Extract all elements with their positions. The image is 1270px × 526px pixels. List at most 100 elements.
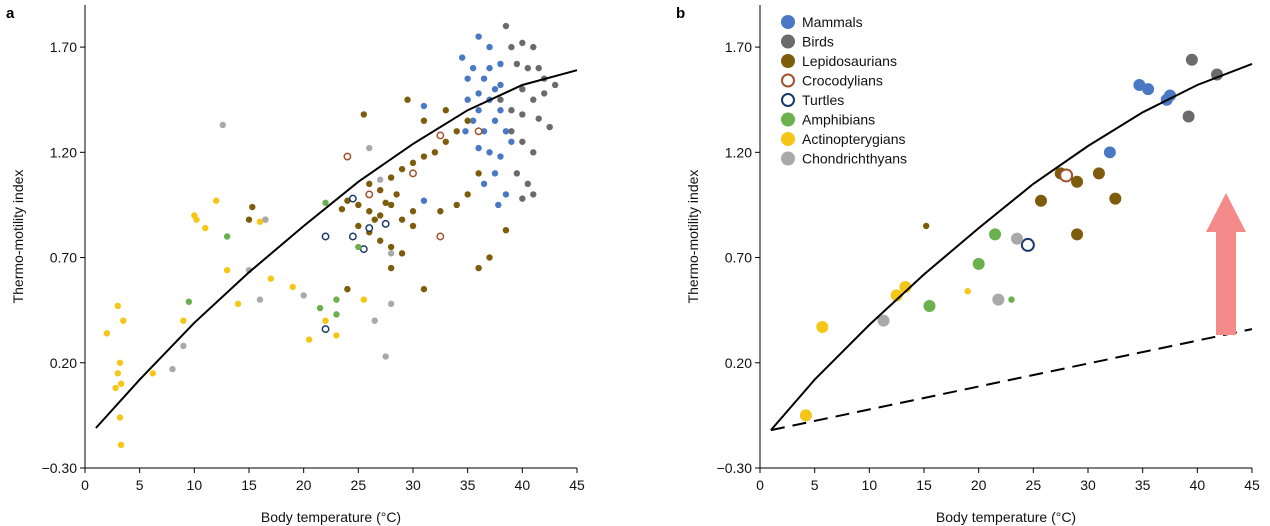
data-point [437,208,444,215]
data-point [508,43,515,51]
x-axis-title: Body temperature (°C) [261,509,401,525]
x-tick-label: 40 [1190,477,1206,493]
data-point [497,96,504,103]
panel-b-letter: b [676,5,685,22]
legend: Mammals Birds Lepidosaurians Crocodylians Tu… [781,14,907,167]
data-point [486,254,493,261]
data-point [480,75,488,82]
data-point [530,191,537,198]
x-axis-title: Body temperature (°C) [936,509,1076,525]
legend-label: Actinopterygians [802,131,906,147]
data-point [486,43,493,51]
y-tick-label: 1.20 [50,144,77,160]
data-point [103,330,111,337]
data-point [387,243,395,251]
data-point [223,266,231,274]
data-point [338,205,346,213]
data-point [530,149,537,156]
data-point [495,201,502,209]
data-point [436,131,445,140]
data-point [513,60,521,68]
data-point [519,195,526,202]
data-point [524,180,531,188]
data-point [464,96,471,103]
data-point [321,232,330,241]
data-point [464,117,471,124]
data-point [387,174,395,181]
data-point [120,317,127,324]
x-tick-label: 10 [187,477,203,493]
data-point [387,300,395,308]
y-tick-label: 0.20 [725,355,752,371]
data-point [420,117,428,124]
x-tick-label: 10 [862,477,878,493]
data-point [223,233,231,240]
data-point [1020,237,1035,252]
data-point [535,115,542,122]
data-point [799,409,812,422]
data-point [475,170,482,177]
data-point [497,81,504,89]
fit-curve [95,69,578,429]
data-point [486,149,493,156]
data-point [333,311,340,318]
legend-marker [781,132,795,146]
x-tick-label: 20 [296,477,312,493]
x-tick-label: 35 [1135,477,1151,493]
data-point [322,199,329,207]
data-point [365,190,374,199]
data-point [502,226,510,234]
data-point [377,176,384,183]
data-point [459,54,466,61]
data-point [464,75,471,82]
data-point [387,264,395,272]
data-point [249,203,256,211]
data-point [469,64,477,72]
data-point [502,191,510,198]
data-point [442,107,449,114]
data-point [202,224,209,232]
x-tick-label: 20 [971,477,987,493]
y-tick-label: 0.20 [50,355,77,371]
x-tick-label: 0 [81,477,89,493]
data-point [1109,192,1122,205]
x-tick-label: 45 [1244,477,1260,493]
panel-b: b 0 5 10 15 20 25 30 35 40 45 −0.30 0.20 0.70 1.20 1.7… [676,5,1260,525]
data-point [219,121,226,129]
data-point [436,232,445,241]
legend-marker [781,15,795,29]
y-tick-label: 1.20 [725,144,752,160]
data-point [491,85,499,93]
data-point [409,222,417,230]
data-point [213,197,220,204]
data-point [387,250,395,257]
x-tick-label: 25 [351,477,367,493]
legend-marker [781,112,795,127]
data-point [382,353,389,360]
data-point [992,293,1005,306]
data-point [348,194,357,203]
x-tick-label: 45 [569,477,585,493]
data-point [1185,53,1198,66]
data-point [462,128,469,135]
legend-marker [781,34,795,49]
legend-label: Crocodylians [802,73,883,89]
data-point [409,169,417,178]
data-point [185,298,193,305]
data-point [469,117,477,124]
data-point [360,111,367,118]
data-point [398,165,406,173]
data-point [117,380,125,388]
legend-label: Turtles [802,92,844,108]
data-point [1182,110,1195,123]
legend-label: Birds [802,34,834,50]
data-point [1211,68,1224,81]
data-point [1142,83,1155,96]
data-point [256,218,264,225]
data-point [519,39,526,47]
data-point [116,359,124,366]
data-point [923,299,936,312]
data-point [989,228,1002,241]
panel-a-letter: a [6,5,15,22]
legend-label: Chondrichthyans [802,151,907,167]
